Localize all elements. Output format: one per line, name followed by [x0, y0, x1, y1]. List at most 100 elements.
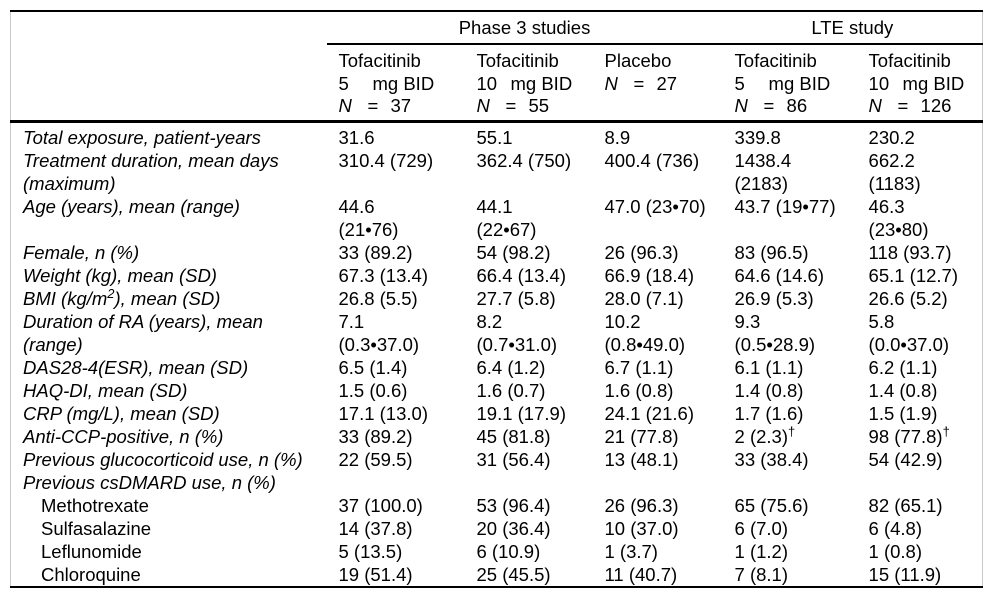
row-label: Sulfasalazine: [41, 517, 152, 539]
row-label: BMI (kg/m2), mean (SD): [11, 285, 327, 310]
dose-number: 10: [868, 72, 890, 94]
cell: 1.7 (1.6): [734, 402, 804, 424]
cell: 5.8 (0.0•37.0): [868, 310, 950, 355]
label-text: ), mean (SD): [114, 287, 221, 309]
cell: 55.1: [476, 126, 513, 148]
table-row-sulfasalazine: Sulfasalazine 14 (37.8) 20 (36.4) 10 (37…: [11, 517, 983, 540]
n-value: 27: [656, 72, 678, 94]
equals-sign: =: [763, 95, 775, 116]
cell: 6.7 (1.1): [604, 356, 674, 378]
cell: 26.8 (5.5): [338, 287, 418, 309]
cell: 21 (77.8): [604, 425, 679, 447]
cell: 33 (89.2): [338, 241, 413, 263]
stub-cell: [10, 10, 327, 44]
column-header-placebo: Placebo N = 27: [592, 44, 723, 123]
column-drug: Tofacitinib: [338, 50, 421, 71]
cell: 1 (3.7): [604, 540, 658, 562]
cell: 15 (11.9): [856, 562, 983, 588]
table-row-weight: Weight (kg), mean (SD) 67.3 (13.4) 66.4 …: [11, 264, 983, 287]
dose-number: 5: [338, 72, 349, 94]
cell: 26.9 (5.3): [734, 287, 814, 309]
cell: 20 (36.4): [476, 517, 551, 539]
n-value: 55: [528, 95, 550, 116]
cell: 6.4 (1.2): [476, 356, 546, 378]
cell: 31 (56.4): [476, 448, 551, 470]
cell: 1.4 (0.8): [734, 379, 804, 401]
cell: 65 (75.6): [734, 494, 809, 516]
cell: 45 (81.8): [476, 425, 551, 447]
cell: 25 (45.5): [464, 562, 593, 588]
superscript-2: 2: [107, 285, 115, 301]
cell: 1.5 (1.9): [868, 402, 938, 424]
n-value: 37: [390, 95, 412, 116]
cell: 64.6 (14.6): [734, 264, 825, 286]
column-drug: Tofacitinib: [476, 50, 559, 71]
cell: 10 (37.0): [604, 517, 679, 539]
column-dose: 10 mg BID: [869, 73, 983, 96]
cell: 1.6 (0.7): [476, 379, 546, 401]
cell: 26.6 (5.2): [868, 287, 948, 309]
cell: 22 (59.5): [338, 448, 413, 470]
cell: 339.8: [734, 126, 781, 148]
table-row-crp: CRP (mg/L), mean (SD) 17.1 (13.0) 19.1 (…: [11, 402, 983, 425]
cell: 28.0 (7.1): [604, 287, 684, 309]
cell: 54 (42.9): [868, 448, 943, 470]
cell: 24.1 (21.6): [604, 402, 694, 424]
column-dose: 5 mg BID: [339, 73, 465, 96]
column-header-row: Tofacitinib 5 mg BID N = 37 Tofacitinib 10 m…: [10, 44, 983, 123]
cell: 6.2 (1.1): [868, 356, 938, 378]
cell: 67.3 (13.4): [338, 264, 428, 286]
row-label: Anti-CCP-positive, n (%): [23, 425, 224, 447]
column-drug: Tofacitinib: [868, 50, 951, 71]
cell: 8.9: [604, 126, 631, 148]
label-text: BMI (kg/m: [23, 287, 108, 309]
cell: 47.0 (23•70): [604, 195, 706, 217]
row-label: Chloroquine: [10, 562, 327, 588]
row-label: Leflunomide: [41, 540, 142, 562]
cell: 1438.4 (2183): [734, 149, 792, 194]
cell: 65.1 (12.7): [868, 264, 959, 286]
table-row-female: Female, n (%) 33 (89.2) 54 (98.2) 26 (96…: [11, 241, 983, 264]
dose-unit: mg BID: [902, 72, 965, 94]
cell: 13 (48.1): [604, 448, 679, 470]
cell: 26 (96.3): [604, 241, 679, 263]
n-symbol: N: [338, 95, 352, 116]
table-row-leflunomide: Leflunomide 5 (13.5) 6 (10.9) 1 (3.7) 1 …: [11, 540, 983, 563]
column-header-tofa5-lte: Tofacitinib 5 mg BID N = 86: [722, 44, 857, 123]
dagger-footnote-mark: †: [788, 423, 796, 439]
table-row-haqdi: HAQ-DI, mean (SD) 1.5 (0.6) 1.6 (0.7) 1.…: [11, 379, 983, 402]
cell: 66.9 (18.4): [604, 264, 694, 286]
cell: [857, 471, 983, 494]
n-value: 86: [786, 95, 808, 116]
row-label: Weight (kg), mean (SD): [23, 264, 217, 286]
column-n: N = 27: [605, 73, 723, 96]
table-row-glucocorticoid: Previous glucocorticoid use, n (%) 22 (5…: [11, 448, 983, 471]
column-header-tofa10-lte: Tofacitinib 10 mg BID N = 126: [856, 44, 983, 123]
dose-unit: mg BID: [768, 72, 831, 94]
cell: 1.4 (0.8): [868, 379, 938, 401]
table-row-das28: DAS28-4(ESR), mean (SD) 6.5 (1.4) 6.4 (1…: [11, 356, 983, 379]
cell: 37 (100.0): [338, 494, 423, 516]
cell: 19 (51.4): [326, 562, 465, 588]
cell: 7 (8.1): [722, 562, 857, 588]
cell: 1 (0.8): [868, 540, 922, 562]
n-symbol: N: [476, 95, 490, 116]
equals-sign: =: [633, 72, 645, 94]
column-n: N = 86: [735, 95, 857, 118]
row-label: Total exposure, patient-years: [23, 126, 261, 148]
cell: 83 (96.5): [734, 241, 809, 263]
table-row-total-exposure: Total exposure, patient-years 31.6 55.1 …: [11, 121, 983, 149]
stub-cell: [10, 44, 327, 123]
equals-sign: =: [897, 95, 909, 116]
table-row-chloroquine: Chloroquine 19 (51.4) 25 (45.5) 11 (40.7…: [10, 562, 983, 588]
dose-unit: mg BID: [510, 72, 573, 94]
dagger-footnote-mark: †: [942, 423, 950, 439]
group-header-phase3: Phase 3 studies: [326, 10, 723, 45]
cell: 11 (40.7): [592, 562, 723, 588]
table-row-anti-ccp: Anti-CCP-positive, n (%) 33 (89.2) 45 (8…: [11, 423, 983, 448]
cell: 9.3 (0.5•28.9): [734, 310, 816, 355]
row-label: Previous glucocorticoid use, n (%): [23, 448, 303, 470]
dose-unit: mg BID: [372, 72, 435, 94]
cell: 118 (93.7): [868, 241, 952, 263]
table-row-methotrexate: Methotrexate 37 (100.0) 53 (96.4) 26 (96…: [11, 494, 983, 517]
